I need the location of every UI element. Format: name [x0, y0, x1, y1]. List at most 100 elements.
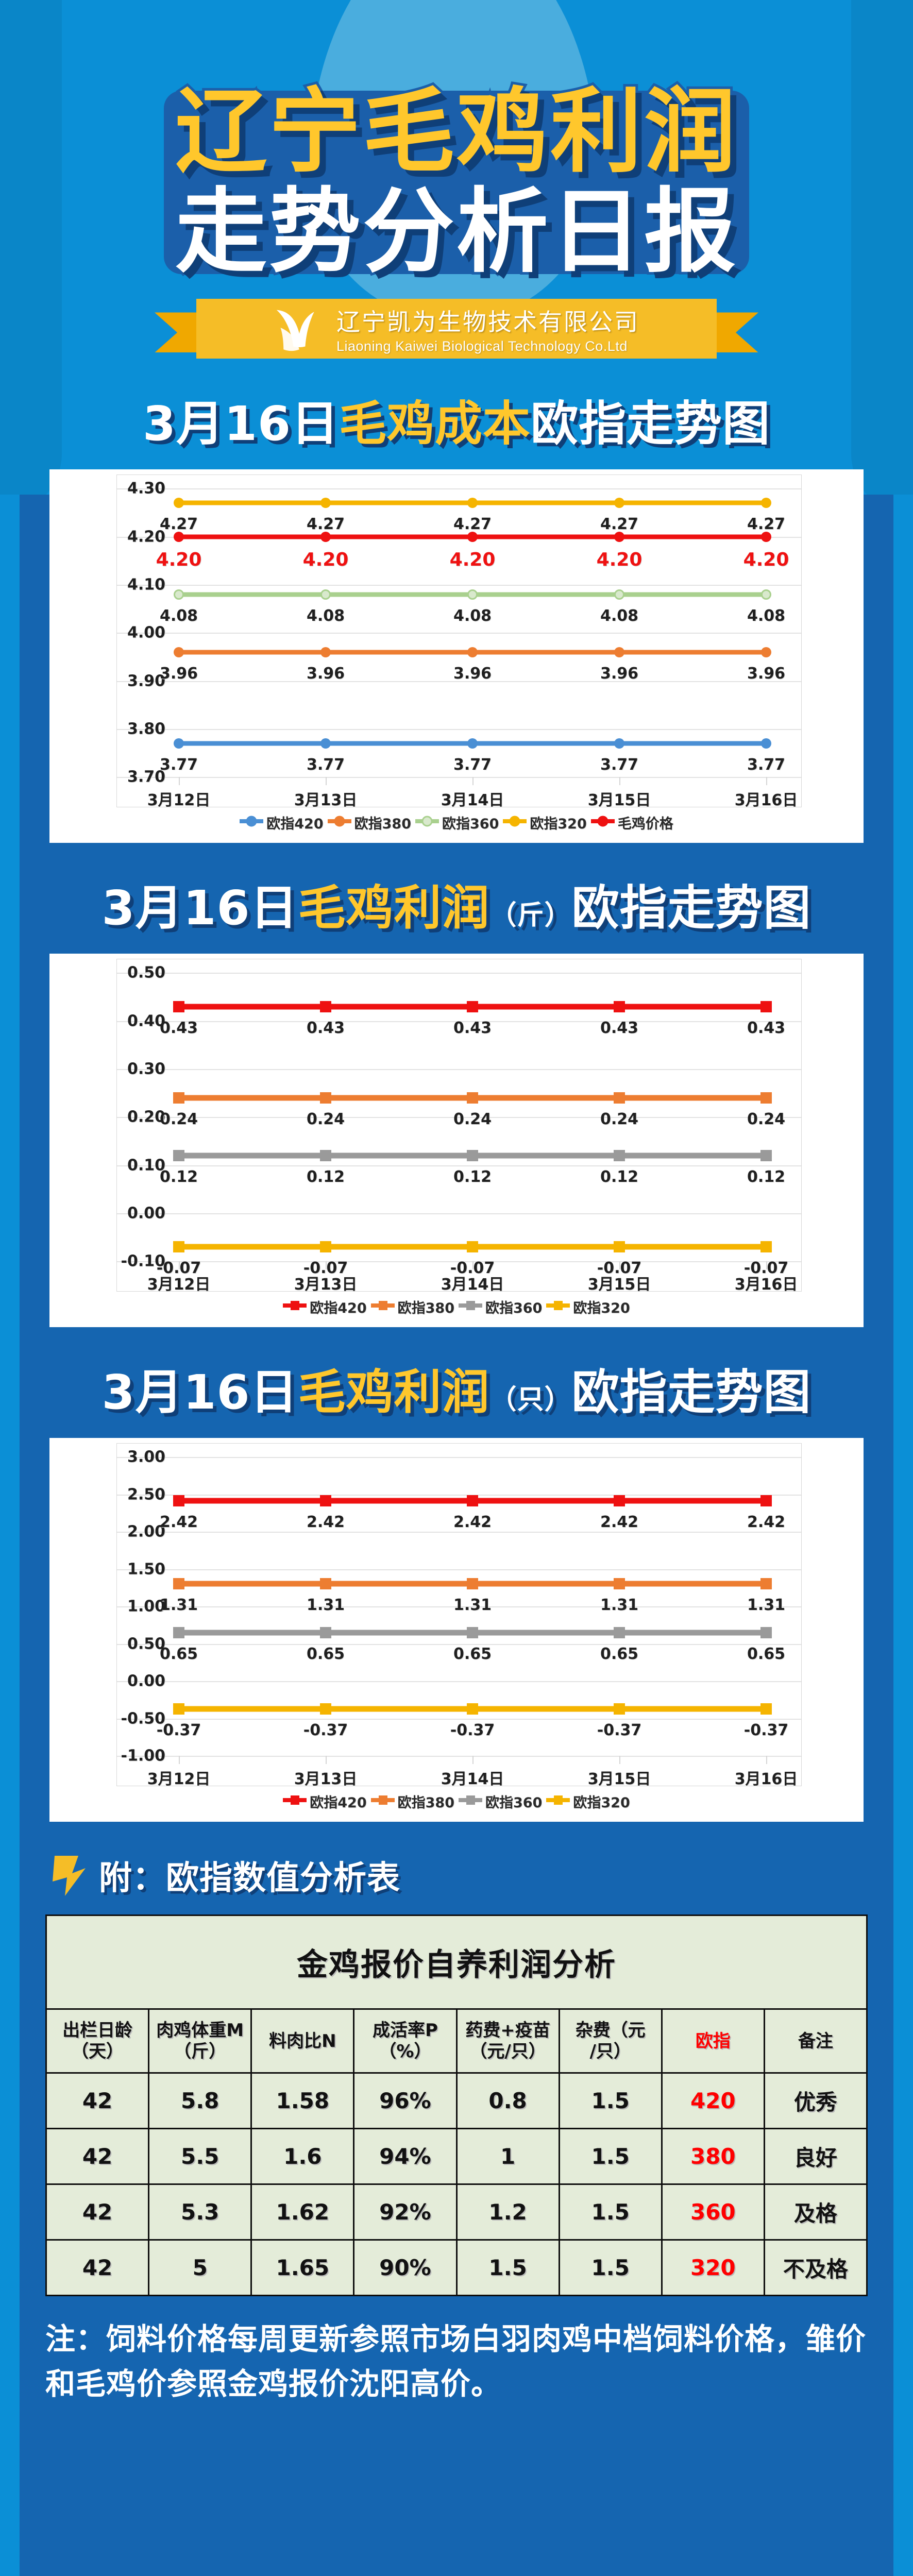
table-header-cell: 料肉比N [250, 2008, 355, 2074]
legend-item-欧指360[interactable]: 欧指360 [459, 1297, 542, 1317]
data-point-marker [761, 531, 771, 542]
legend-item-欧指320[interactable]: 欧指320 [546, 1791, 630, 1811]
gridline [117, 973, 801, 974]
gridline [117, 777, 801, 778]
legend-swatch-icon [590, 815, 615, 831]
y-axis-tick-label: 2.50 [127, 1485, 165, 1504]
chart-plot-2: 0.50 0.40 0.30 0.20 0.10 0.00 -0.10 0.43 0.43 0.4… [116, 959, 802, 1294]
legend-item-欧指320[interactable]: 欧指320 [503, 812, 587, 833]
chart-title-date: 3月16日 [102, 880, 298, 936]
data-point-marker [467, 647, 478, 657]
chart-plot-1: 4.30 4.20 4.10 4.00 3.90 3.80 3.70 3.77 3.77 3.77… [116, 474, 802, 810]
gridline [117, 1457, 801, 1459]
table-cell: 0.8 [455, 2072, 560, 2129]
data-point-label: 0.24 [159, 1110, 198, 1129]
y-axis-tick-label: 1.00 [127, 1597, 165, 1616]
x-axis-label: 3月16日 [734, 791, 798, 810]
x-axis-label: 3月16日 [734, 1276, 798, 1294]
legend-item-欧指360[interactable]: 欧指360 [459, 1791, 542, 1811]
legend-item-欧指380[interactable]: 欧指380 [370, 1791, 454, 1811]
chart-title-highlight: 毛鸡利润 [298, 1365, 490, 1420]
x-axis-label: 3月12日 [147, 1276, 211, 1294]
company-ribbon-text: 辽宁凯为生物技术有限公司 Liaoning Kaiwei Biological … [336, 303, 639, 354]
y-axis-tick-label: 2.00 [127, 1522, 165, 1541]
legend-item-毛鸡价格[interactable]: 毛鸡价格 [590, 812, 673, 833]
company-logo-icon [276, 310, 314, 351]
data-point-marker [467, 1703, 478, 1715]
data-point-marker [467, 531, 478, 542]
data-point-marker [173, 1001, 184, 1012]
legend-item-欧指380[interactable]: 欧指380 [327, 812, 411, 833]
x-axis-label: 3月13日 [294, 1276, 358, 1294]
data-point-label: 4.08 [453, 606, 492, 625]
data-point-marker [320, 1001, 331, 1012]
x-axis-tick [766, 1261, 767, 1270]
legend-label: 欧指420 [310, 1300, 367, 1317]
x-axis-tick [766, 777, 767, 786]
x-axis-label: 3月13日 [294, 791, 358, 810]
data-point-marker [174, 738, 184, 749]
y-axis-tick-label: 0.50 [127, 1635, 165, 1653]
legend-item-欧指380[interactable]: 欧指380 [370, 1297, 454, 1317]
main-title-line2: 走势分析日报 [173, 178, 738, 285]
chart-title-3: 3月16日毛鸡利润（只）欧指走势图 [0, 1327, 913, 1438]
data-point-label: 0.24 [306, 1110, 345, 1129]
data-point-marker [614, 531, 624, 542]
legend-label: 欧指380 [397, 1795, 454, 1811]
data-point-marker [614, 1001, 625, 1012]
legend-item-欧指420[interactable]: 欧指420 [240, 812, 324, 833]
table-cell: 42 [45, 2127, 150, 2185]
x-axis-tick [326, 1261, 327, 1270]
legend-label: 欧指380 [354, 816, 411, 833]
legend-item-欧指320[interactable]: 欧指320 [546, 1297, 630, 1317]
legend-item-欧指360[interactable]: 欧指360 [415, 812, 499, 833]
table-cell: 1 [455, 2127, 560, 2185]
gridline [117, 1021, 801, 1022]
charts-host: 3月16日毛鸡成本欧指走势图 4.30 4.20 4.10 4.00 3.90 3.80 3.… [0, 359, 913, 1822]
chart-card-2: 0.50 0.40 0.30 0.20 0.10 0.00 -0.10 0.43 0.43 0.4… [49, 954, 864, 1328]
y-axis-tick-label: 3.00 [127, 1448, 165, 1466]
table-cell: 1.5 [455, 2239, 560, 2296]
gridline [117, 585, 801, 586]
data-point-label: 0.43 [747, 1019, 786, 1037]
y-axis-tick-label: 0.30 [127, 1060, 165, 1078]
legend-swatch-icon [546, 1299, 570, 1315]
chart-title-tail: 欧指走势图 [571, 880, 811, 936]
legend-label: 欧指360 [485, 1300, 543, 1317]
gridline [117, 681, 801, 682]
analysis-table: 金鸡报价自养利润分析 出栏日龄 （天） 肉鸡体重M （斤） 料肉比N 成活率P （%） 药费+疫… [45, 1914, 868, 2296]
data-point-label: 3.96 [600, 664, 639, 683]
legend-swatch-icon [283, 1793, 307, 1809]
data-point-marker [614, 647, 624, 657]
legend-item-欧指420[interactable]: 欧指420 [283, 1791, 367, 1811]
data-point-marker [320, 647, 331, 657]
gridline [117, 1756, 801, 1757]
main-title-block: 辽宁毛鸡利润 走势分析日报 [134, 79, 779, 285]
x-axis-tick [326, 1756, 327, 1765]
y-axis-tick-label: 0.40 [127, 1012, 165, 1030]
data-point-marker [467, 1495, 478, 1506]
legend-label: 欧指420 [266, 816, 324, 833]
table-header-row: 出栏日龄 （天） 肉鸡体重M （斤） 料肉比N 成活率P （%） 药费+疫苗 （元/只） 杂费（元… [45, 2008, 868, 2074]
data-point-marker [614, 1495, 625, 1506]
x-axis-label: 3月12日 [147, 791, 211, 810]
table-cell: 优秀 [763, 2072, 868, 2129]
x-axis-label: 3月16日 [734, 1770, 798, 1789]
data-point-label: 4.20 [302, 549, 349, 570]
data-point-label: -0.37 [597, 1721, 642, 1740]
data-point-label: 0.65 [306, 1645, 345, 1664]
legend-item-欧指420[interactable]: 欧指420 [283, 1297, 367, 1317]
data-point-marker [614, 1150, 625, 1162]
data-point-label: 2.42 [159, 1513, 198, 1531]
data-point-label: 0.65 [747, 1645, 786, 1664]
data-point-label: 4.27 [453, 515, 492, 534]
data-point-label: 4.08 [747, 606, 786, 625]
company-name-cn: 辽宁凯为生物技术有限公司 [336, 308, 639, 336]
table-header-cell: 成活率P （%） [353, 2008, 458, 2074]
data-point-label: 3.77 [600, 756, 639, 774]
chart-legend-3: 欧指420 欧指380 欧指360 欧指320 [49, 1786, 864, 1819]
chart-title-unit: （只） [489, 1384, 572, 1416]
x-axis-tick [472, 1756, 474, 1765]
data-point-marker [760, 1703, 772, 1715]
data-point-marker [760, 1627, 772, 1639]
